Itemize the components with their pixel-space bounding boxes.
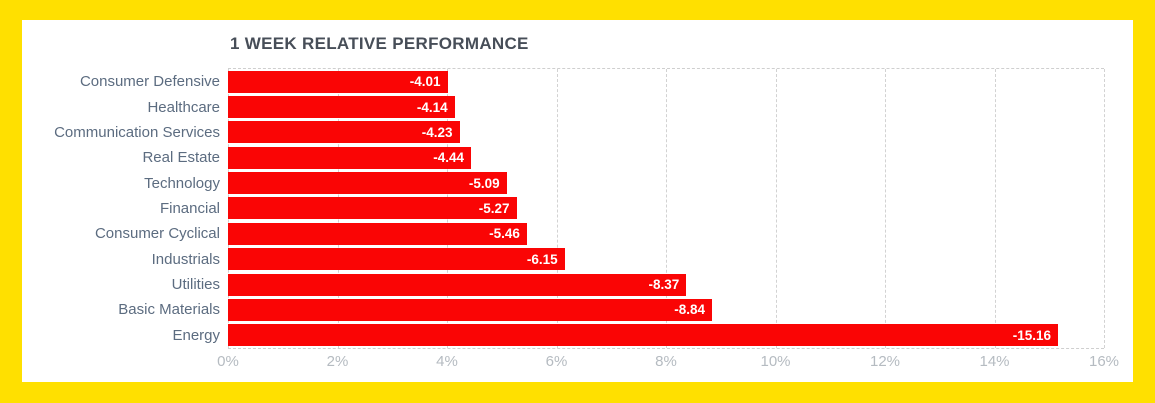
bar-row: Consumer Defensive -4.01 [22,69,1104,94]
category-label: Consumer Defensive [79,73,220,91]
bar-track: -8.37 [228,272,1104,297]
gridline [885,69,886,348]
bar-track: -4.14 [228,94,1104,119]
bar: -4.23 [228,121,460,144]
bar: -6.15 [228,248,565,271]
gridline [556,69,558,348]
category-label: Industrials [151,250,220,268]
bar-row: Financial -5.27 [22,196,1104,221]
bar-track: -4.23 [228,120,1104,145]
bar-row: Utilities -8.37 [22,272,1104,297]
category-label: Energy [172,326,220,344]
bar-value-label: -5.09 [468,175,500,191]
bar-rows: Consumer Defensive -4.01 Healthcare -4.14 Co… [22,69,1104,348]
bar-row: Energy -15.16 [22,323,1104,348]
bar-track: -8.84 [228,297,1104,322]
category-label: Healthcare [147,98,220,116]
bar-track: -6.15 [228,247,1104,272]
gridline [666,69,667,348]
category-label: Real Estate [142,149,220,167]
x-tick-label: 8% [655,353,677,370]
bar-row: Consumer Cyclical -5.46 [22,221,1104,246]
bar: -5.46 [228,222,527,245]
bar-value-label: -4.23 [421,124,453,140]
bar-track: -5.46 [228,221,1104,246]
bar: -4.44 [228,146,472,169]
bar: -5.27 [228,197,517,220]
category-label: Utilities [171,276,220,294]
bar-track: -5.27 [228,196,1104,221]
bar-value-label: -4.01 [409,74,441,90]
bar-track: -15.16 [228,323,1104,348]
chart-title: 1 WEEK RELATIVE PERFORMANCE [230,34,529,53]
gridline [994,69,996,348]
x-tick-label: 6% [545,353,568,370]
bar-value-label: -15.16 [1012,327,1051,343]
x-tick-label: 0% [217,353,239,370]
gridline [775,69,777,348]
x-tick-label: 2% [326,353,349,370]
bar-row: Healthcare -4.14 [22,94,1104,119]
bar-value-label: -4.14 [416,99,448,115]
bar: -15.16 [228,324,1058,347]
bar-value-label: -5.27 [478,200,510,216]
bar-value-label: -6.15 [526,251,558,267]
x-axis: 0% 2% 4% 6% 8% 10% 12% 14% 16% [217,353,1119,375]
category-label: Consumer Cyclical [94,225,220,243]
bar-value-label: -4.44 [433,150,465,166]
category-label: Basic Materials [118,301,220,319]
category-label: Communication Services [54,123,220,141]
bar-row: Real Estate -4.44 [22,145,1104,170]
bar: -4.01 [228,70,448,93]
bar-track: -5.09 [228,170,1104,195]
bar-row: Technology -5.09 [22,170,1104,195]
bar-value-label: -8.37 [648,277,680,293]
gridline [1104,69,1105,348]
bar: -5.09 [228,172,507,195]
bar-track: -4.44 [228,145,1104,170]
bar: -4.14 [228,96,455,119]
bar-row: Industrials -6.15 [22,247,1104,272]
x-tick-label: 16% [1088,353,1120,370]
bar-row: Basic Materials -8.84 [22,297,1104,322]
category-label: Financial [159,199,220,217]
bar-row: Communication Services -4.23 [22,120,1104,145]
bar-track: -4.01 [228,69,1104,94]
bar-value-label: -8.84 [674,302,705,318]
x-tick-label: 4% [436,353,458,370]
x-tick-label: 10% [760,353,791,370]
x-tick-label: 12% [869,353,901,370]
x-tick-label: 14% [979,353,1010,370]
chart-canvas: 1 WEEK RELATIVE PERFORMANCE Consumer Def… [22,20,1133,382]
bar: -8.84 [228,298,712,321]
bar-value-label: -5.46 [489,226,520,242]
bar: -8.37 [228,273,687,296]
category-label: Technology [144,174,220,192]
